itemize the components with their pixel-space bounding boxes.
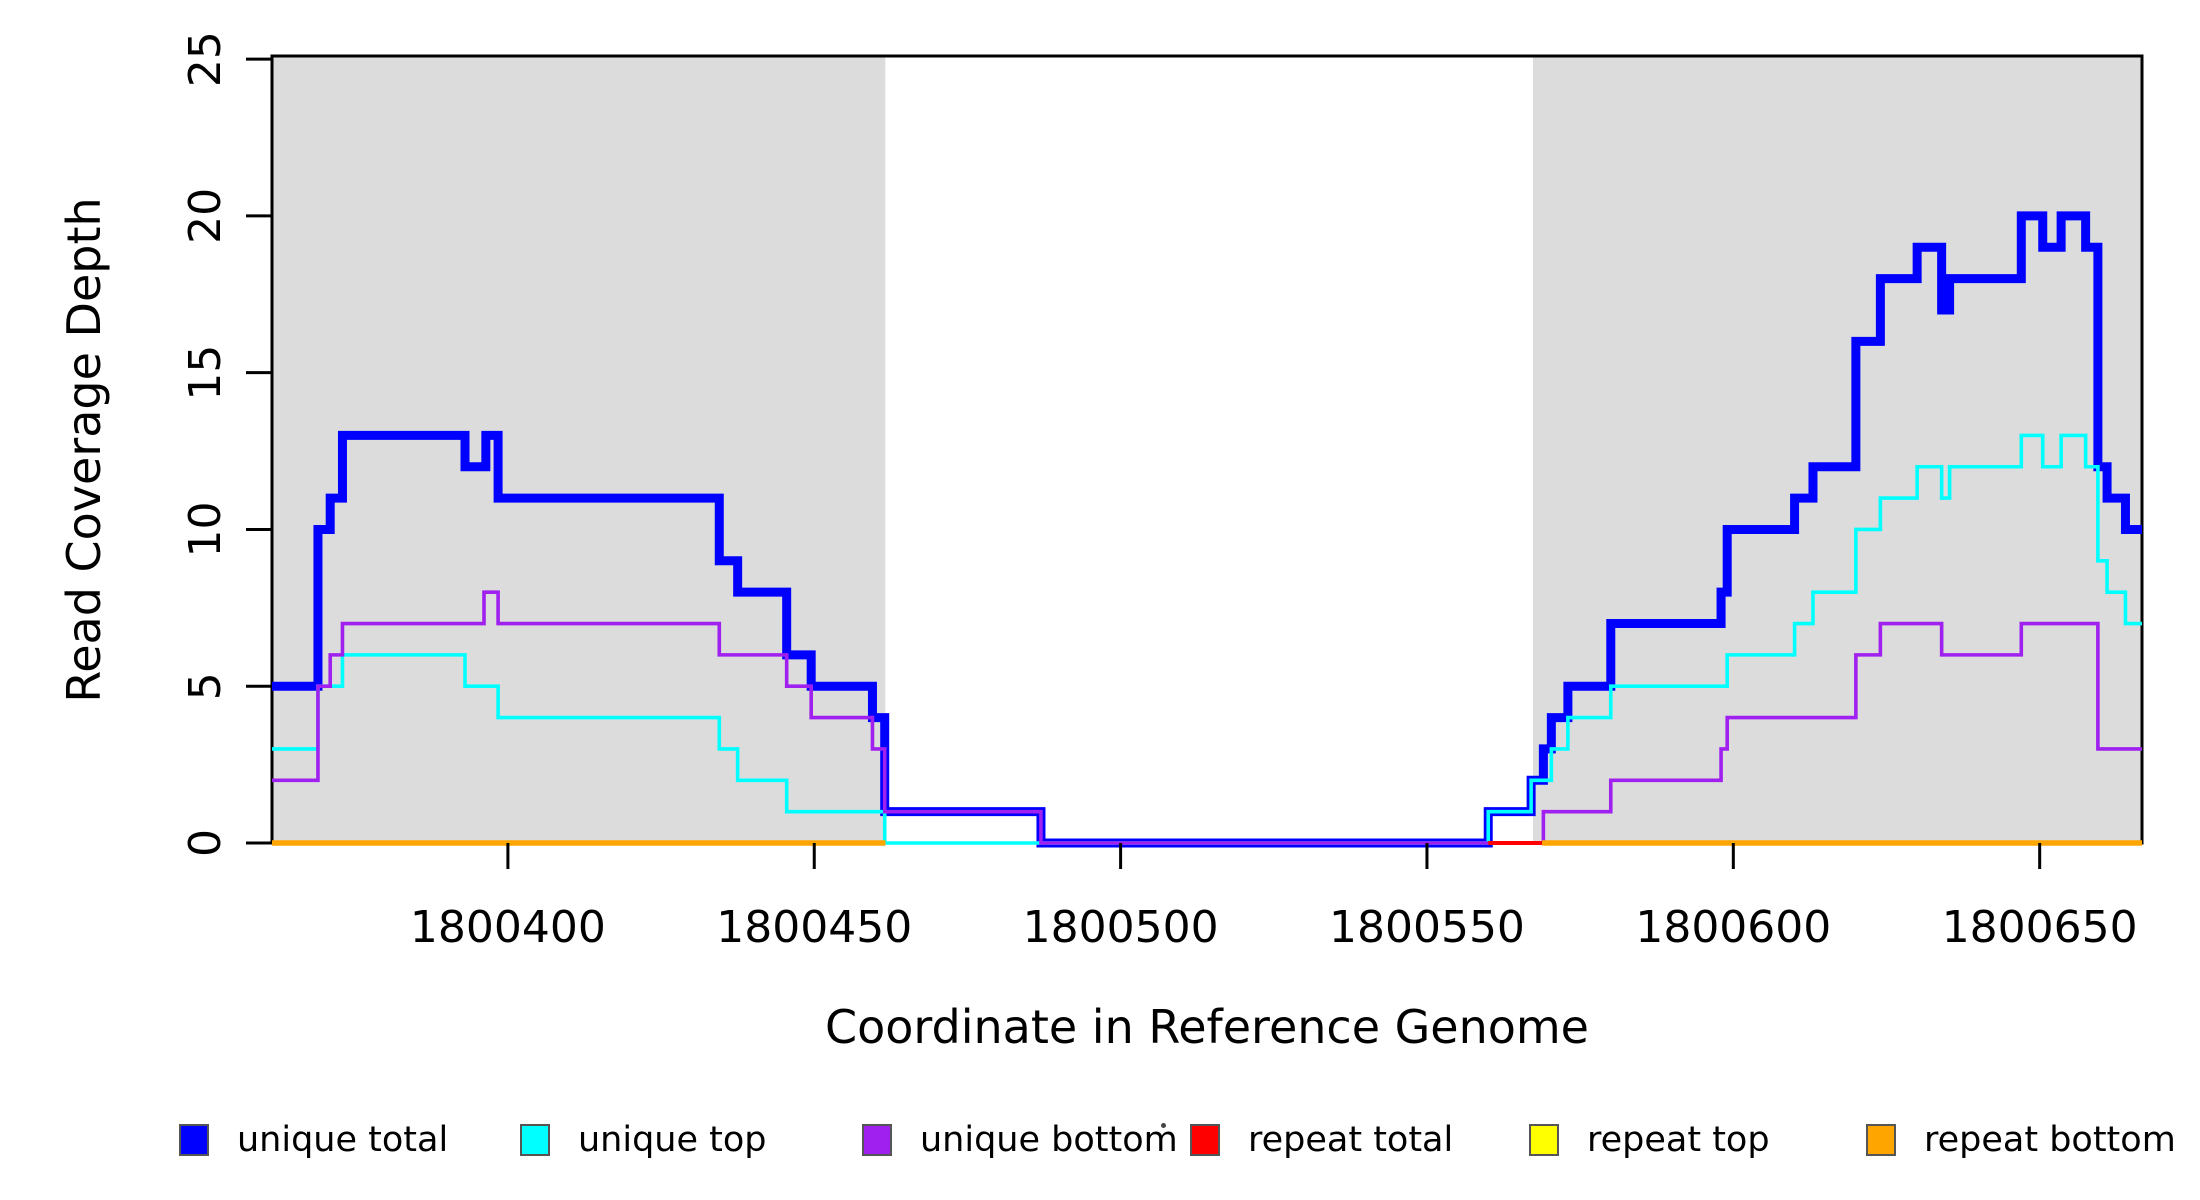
series-line-unique-total — [272, 211, 2142, 848]
y-tick-label: 0 — [180, 829, 231, 857]
y-tick-label: 5 — [180, 672, 231, 700]
y-tick-label: 10 — [180, 501, 231, 557]
x-tick-label: 1800500 — [1023, 902, 1219, 953]
x-tick-label: 1800650 — [1942, 902, 2138, 953]
y-axis-title: Read Coverage Depth — [57, 197, 111, 703]
x-tick-label: 1800550 — [1329, 902, 1525, 953]
x-axis-title: Coordinate in Reference Genome — [825, 1000, 1589, 1054]
y-tick-label: 15 — [180, 345, 231, 401]
x-tick-label: 1800450 — [716, 902, 912, 953]
x-tick-label: 1800400 — [410, 902, 606, 953]
repeat-region-band — [272, 56, 886, 843]
series-line-unique-top — [272, 433, 2142, 845]
x-tick-label: 1800600 — [1635, 902, 1831, 953]
y-tick-label: 20 — [180, 188, 231, 244]
repeat-region-band — [1532, 56, 2142, 843]
series-line-unique-bottom — [272, 590, 2142, 845]
y-tick-label: 25 — [180, 31, 231, 87]
